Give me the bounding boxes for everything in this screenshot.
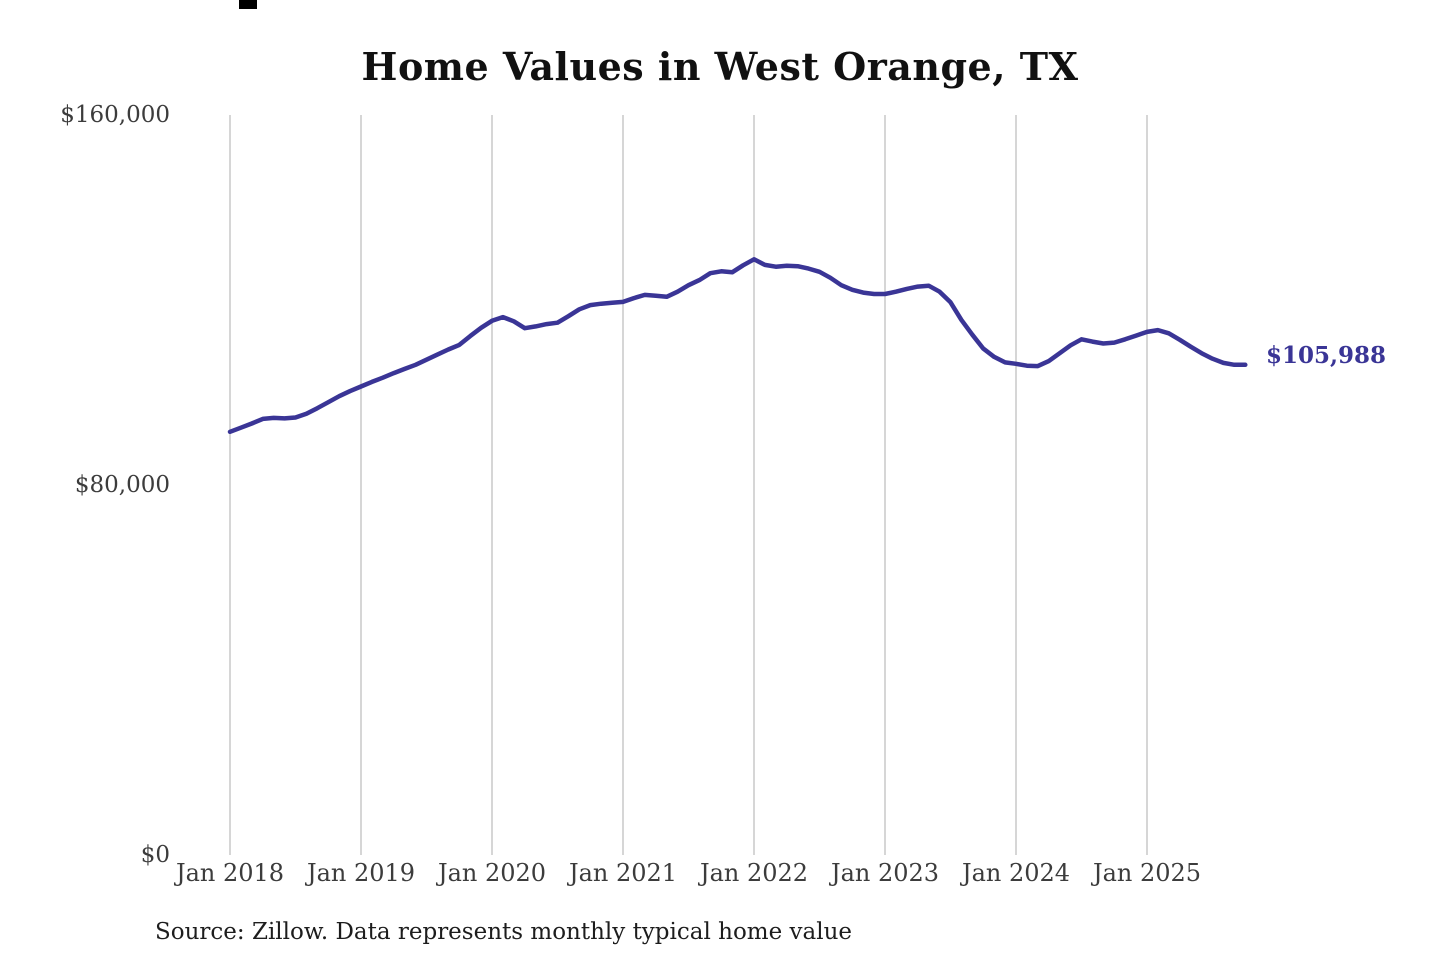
y-tick-label: $80,000 (74, 472, 170, 498)
x-tick-label: Jan 2025 (1092, 859, 1202, 887)
y-tick-label: $160,000 (60, 102, 170, 128)
x-tick-label: Jan 2024 (961, 859, 1071, 887)
home-value-line (227, 257, 1248, 435)
x-tick-label: Jan 2023 (830, 859, 940, 887)
source-note: Source: Zillow. Data represents monthly … (155, 919, 853, 945)
x-tick-label: Jan 2018 (175, 859, 285, 887)
latest-value-label: $105,988 (1266, 342, 1387, 369)
x-tick-label: Jan 2021 (568, 859, 678, 887)
screenshot-artifact-dash (239, 0, 257, 9)
x-tick-label: Jan 2022 (699, 859, 809, 887)
x-tick-label: Jan 2020 (437, 859, 547, 887)
chart-title: Home Values in West Orange, TX (361, 44, 1079, 89)
y-tick-label: $0 (140, 842, 170, 868)
x-tick-label: Jan 2019 (306, 859, 416, 887)
